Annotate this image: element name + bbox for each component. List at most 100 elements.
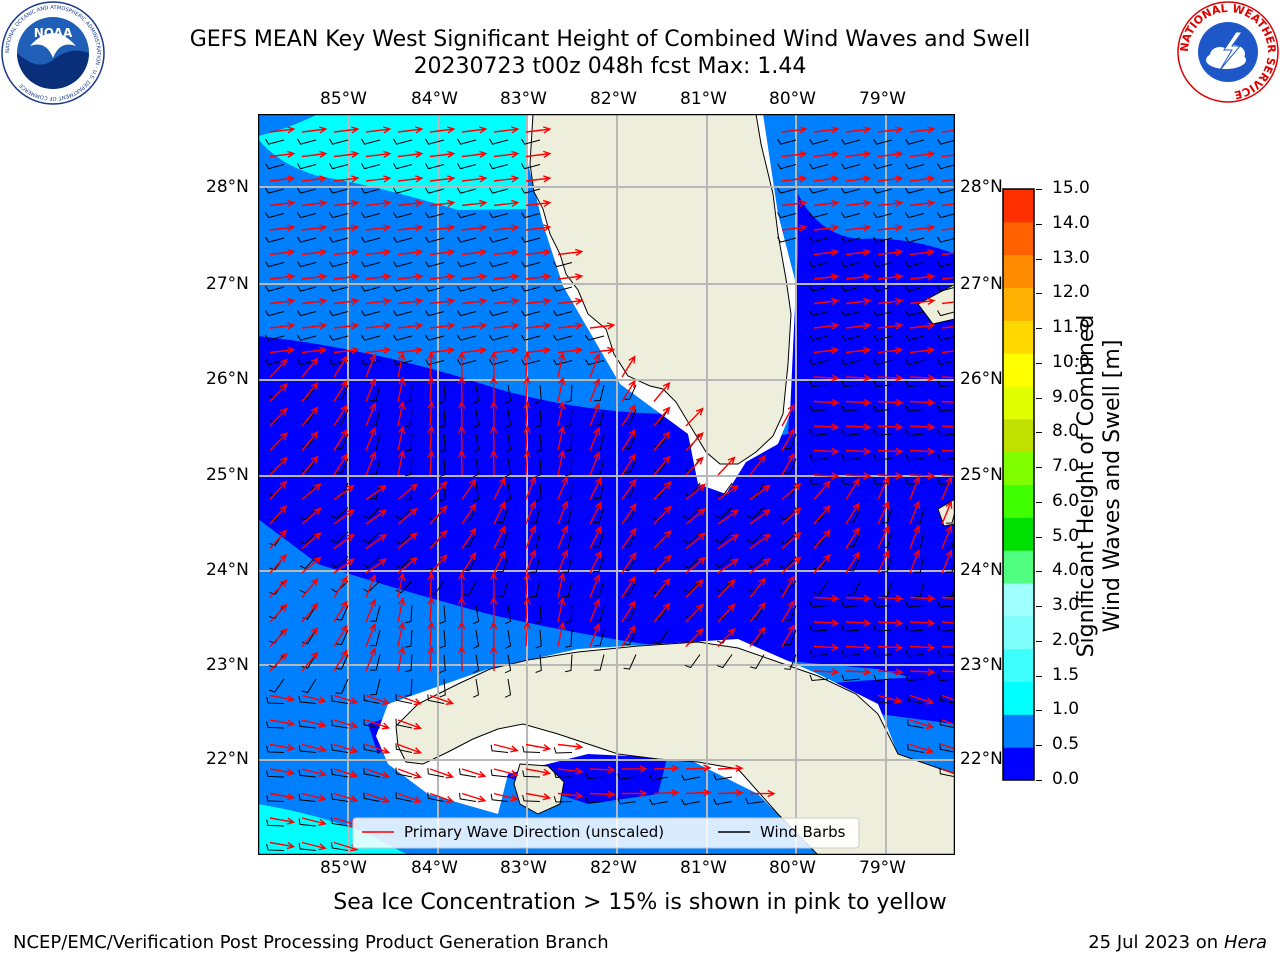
noaa-emblem-text: NOAA <box>34 26 73 40</box>
wind-barb <box>425 236 445 243</box>
wave-direction-arrow <box>941 500 953 525</box>
wind-barb <box>522 794 541 802</box>
wind-barb <box>937 405 955 412</box>
wave-direction-arrow <box>397 596 406 623</box>
wave-direction-arrow <box>333 404 348 427</box>
colorbar-tick-mark <box>1036 362 1042 364</box>
wave-direction-arrow <box>525 346 552 354</box>
wind-barb <box>809 310 829 317</box>
wave-direction-arrow <box>333 509 355 525</box>
wind-barb <box>881 580 893 597</box>
colorbar-tick-label: 0.5 <box>1052 734 1080 755</box>
wave-direction-arrow <box>427 400 435 427</box>
wave-direction-arrow <box>909 475 920 500</box>
wind-barb <box>335 654 349 670</box>
lon-label-bottom-83: 83°W <box>500 858 547 878</box>
wind-barb <box>497 531 509 548</box>
wave-direction-arrow <box>489 424 498 451</box>
wave-direction-arrow <box>749 626 766 647</box>
wave-direction-arrow <box>269 322 296 330</box>
wave-direction-arrow <box>877 199 904 207</box>
wind-barb <box>905 187 925 194</box>
wind-barb <box>841 601 861 608</box>
wave-direction-arrow <box>749 509 771 525</box>
wind-barb <box>683 507 701 520</box>
wave-direction-arrow <box>557 425 566 451</box>
wave-direction-arrow <box>845 477 860 500</box>
wave-direction-arrow <box>301 768 327 777</box>
wave-direction-arrow <box>493 224 520 232</box>
wave-direction-arrow <box>457 424 466 451</box>
wave-direction-arrow <box>749 789 776 798</box>
wave-direction-arrow <box>653 430 671 451</box>
title-line-2: 20230723 t00z 048h fcst Max: 1.44 <box>413 54 807 79</box>
wave-direction-arrow <box>525 224 552 232</box>
wave-direction-arrow <box>557 376 566 402</box>
wind-barb <box>937 625 955 632</box>
wave-direction-arrow <box>557 767 584 775</box>
map-legend: Primary Wave Direction (unscaled) Wind B… <box>352 817 860 849</box>
colorbar-tick-mark <box>1036 432 1042 434</box>
wave-direction-arrow <box>301 175 328 183</box>
wave-direction-arrow <box>429 792 455 803</box>
wind-barb <box>265 163 285 170</box>
wind-barb <box>331 768 349 778</box>
wave-direction-arrow <box>653 789 680 797</box>
wave-direction-arrow <box>269 432 288 451</box>
wave-direction-arrow <box>909 743 935 754</box>
wave-direction-arrow <box>909 297 936 305</box>
wave-direction-arrow <box>845 668 872 676</box>
wave-direction-arrow <box>781 199 808 207</box>
wave-direction-arrow <box>493 743 519 753</box>
wave-direction-arrow <box>589 353 601 378</box>
wave-direction-arrow <box>493 501 506 525</box>
wind-barb <box>841 261 861 268</box>
wind-barb <box>553 796 573 803</box>
wind-barb <box>905 601 925 608</box>
wave-direction-arrow <box>877 248 904 256</box>
wave-direction-arrow <box>365 224 392 232</box>
wind-barb <box>873 163 893 170</box>
map-frame <box>258 114 955 855</box>
wave-direction-arrow <box>365 126 392 134</box>
wind-barb <box>716 654 733 669</box>
wave-direction-arrow <box>813 322 840 330</box>
wind-barb <box>329 138 349 145</box>
colorbar-tick-label: 15.0 <box>1052 178 1090 198</box>
wave-direction-arrow <box>685 532 706 550</box>
wave-direction-arrow <box>781 175 808 183</box>
wind-barb <box>905 429 925 436</box>
wave-direction-arrow <box>589 451 601 476</box>
wind-barb <box>623 433 637 450</box>
wind-barb <box>553 747 573 754</box>
wind-barb <box>873 187 893 194</box>
wind-barb <box>907 719 925 729</box>
wind-barb <box>405 605 413 624</box>
wave-direction-arrow <box>877 346 904 354</box>
vector-field <box>265 126 955 852</box>
wave-height-band-0-0.5-straits <box>258 336 955 689</box>
wind-barb <box>937 650 955 657</box>
wave-direction-arrow <box>429 322 456 330</box>
wave-direction-arrow <box>365 377 377 402</box>
wind-barb <box>439 384 446 404</box>
wave-direction-arrow <box>429 175 456 183</box>
wave-direction-arrow <box>813 398 840 407</box>
wave-direction-arrow <box>557 621 566 647</box>
wave-direction-arrow <box>717 484 740 501</box>
wave-direction-arrow <box>589 598 601 623</box>
colorbar-tick-mark <box>1036 467 1042 469</box>
wave-direction-arrow <box>397 322 424 330</box>
wind-barb <box>905 454 925 461</box>
lat-label-right-28: 28°N <box>960 177 1003 197</box>
wind-barb <box>841 650 861 657</box>
wind-barb <box>809 380 829 387</box>
wind-barb <box>425 359 445 366</box>
wind-barb <box>809 285 829 292</box>
wave-direction-arrow <box>427 596 435 623</box>
legend-wave-label: Primary Wave Direction (unscaled) <box>404 823 664 841</box>
wave-direction-arrow <box>877 398 904 407</box>
wind-barb <box>937 359 955 366</box>
wave-direction-arrow <box>429 694 455 705</box>
wind-barb <box>504 433 512 453</box>
